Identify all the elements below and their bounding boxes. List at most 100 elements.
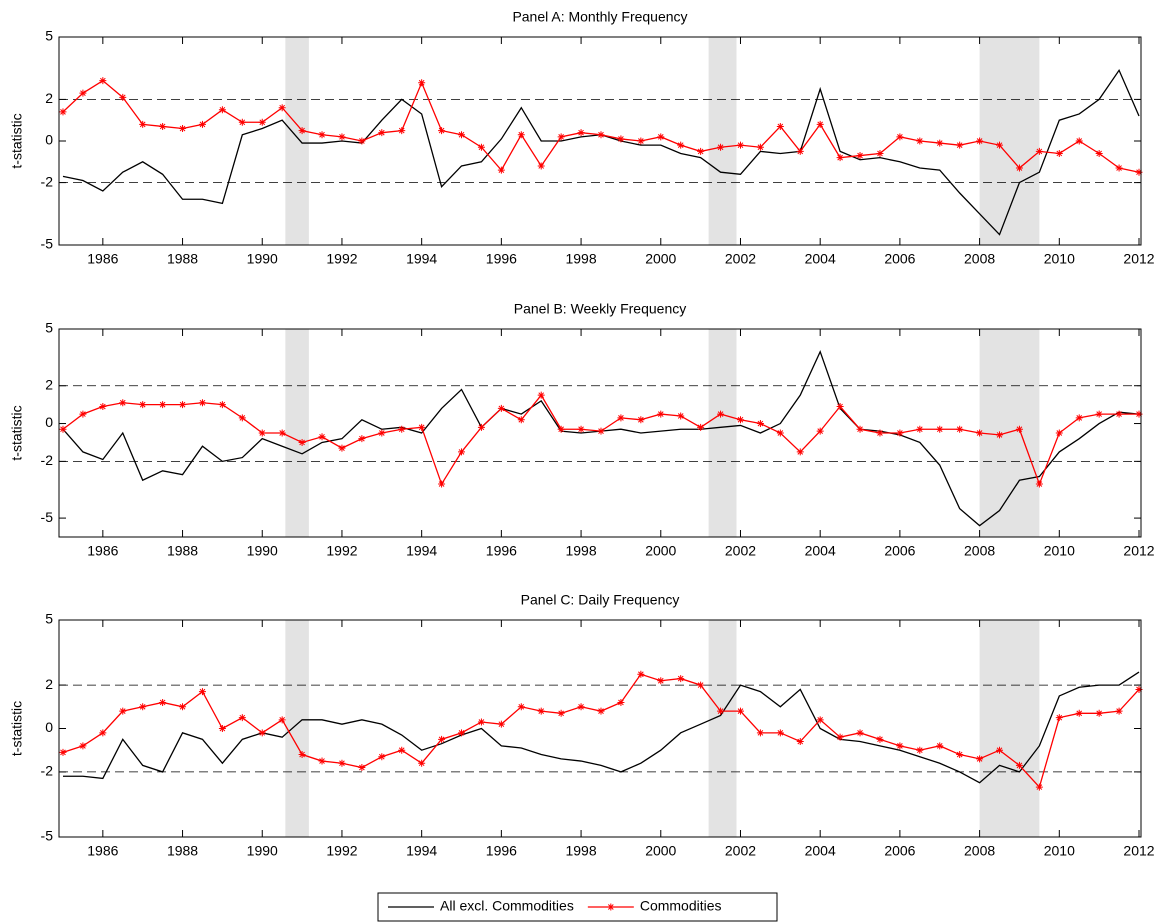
y-tick-label: 2 [45, 676, 53, 692]
y-tick-label: 5 [45, 611, 53, 627]
series-marker [1015, 164, 1023, 172]
y-tick-label: -5 [41, 236, 54, 252]
series-marker [1015, 761, 1023, 769]
series-marker [458, 448, 466, 456]
series-marker [1035, 480, 1043, 488]
series-marker [617, 698, 625, 706]
panel-title: Panel C: Daily Frequency [521, 592, 680, 608]
series-marker [1075, 414, 1083, 422]
series-marker [298, 438, 306, 446]
x-tick-label: 2006 [884, 543, 915, 559]
plot-background [59, 620, 1141, 837]
x-tick-label: 2012 [1123, 843, 1154, 859]
series-marker [617, 135, 625, 143]
series-marker [776, 729, 784, 737]
recession-shade [979, 37, 1040, 245]
recession-shade [285, 620, 309, 837]
series-marker [1075, 137, 1083, 145]
series-marker [637, 416, 645, 424]
series-marker [398, 127, 406, 135]
series-marker [677, 412, 685, 420]
series-marker [139, 703, 147, 711]
series-marker [79, 410, 87, 418]
series-marker [637, 670, 645, 678]
series-marker [79, 742, 87, 750]
x-tick-label: 1990 [247, 543, 278, 559]
series-marker [736, 416, 744, 424]
series-marker [697, 147, 705, 155]
series-marker [278, 104, 286, 112]
series-marker [597, 707, 605, 715]
series-marker [497, 166, 505, 174]
series-marker [617, 414, 625, 422]
series-marker [876, 429, 884, 437]
y-tick-label: 0 [45, 414, 53, 430]
x-tick-label: 2010 [1044, 543, 1075, 559]
x-tick-label: 2000 [645, 543, 676, 559]
series-marker [756, 729, 764, 737]
y-tick-label: 2 [45, 376, 53, 392]
y-tick-label: 5 [45, 320, 53, 336]
series-marker [876, 149, 884, 157]
x-tick-label: 1986 [87, 843, 118, 859]
series-marker [318, 433, 326, 441]
series-marker [657, 133, 665, 141]
x-tick-label: 2004 [805, 543, 836, 559]
series-marker [318, 131, 326, 139]
series-marker [1075, 709, 1083, 717]
series-marker [1015, 425, 1023, 433]
x-tick-label: 1992 [326, 543, 357, 559]
series-marker [1135, 168, 1143, 176]
series-marker [856, 152, 864, 160]
series-marker [776, 429, 784, 437]
series-marker [378, 129, 386, 137]
y-axis-label: t-statistic [9, 701, 25, 756]
series-marker [338, 133, 346, 141]
series-marker [418, 79, 426, 87]
series-marker [916, 137, 924, 145]
x-tick-label: 2000 [645, 843, 676, 859]
recession-shade [708, 329, 737, 537]
y-tick-label: 0 [45, 719, 53, 735]
y-tick-label: 2 [45, 90, 53, 106]
series-marker [936, 139, 944, 147]
series-marker [697, 423, 705, 431]
series-marker [717, 410, 725, 418]
x-tick-label: 1994 [406, 843, 437, 859]
series-marker [119, 707, 127, 715]
x-tick-label: 2002 [725, 843, 756, 859]
series-marker [438, 480, 446, 488]
series-marker [258, 429, 266, 437]
series-marker [796, 738, 804, 746]
x-tick-label: 2008 [964, 543, 995, 559]
series-marker [976, 137, 984, 145]
series-marker [836, 403, 844, 411]
x-tick-label: 2012 [1123, 251, 1154, 267]
x-tick-label: 2002 [725, 543, 756, 559]
series-marker [697, 681, 705, 689]
series-marker [298, 751, 306, 759]
series-marker [597, 427, 605, 435]
series-marker [79, 89, 87, 97]
series-marker [1035, 147, 1043, 155]
recession-shade [285, 329, 309, 537]
legend-label: All excl. Commodities [440, 898, 574, 914]
series-marker [1055, 714, 1063, 722]
series-marker [497, 720, 505, 728]
series-marker [198, 120, 206, 128]
x-tick-label: 1996 [486, 543, 517, 559]
series-marker [856, 425, 864, 433]
series-marker [338, 444, 346, 452]
series-marker [1095, 410, 1103, 418]
y-tick-label: 5 [45, 28, 53, 44]
series-marker [816, 716, 824, 724]
x-tick-label: 2012 [1123, 543, 1154, 559]
series-marker [756, 143, 764, 151]
series-marker [198, 688, 206, 696]
series-marker [159, 698, 167, 706]
series-marker [956, 425, 964, 433]
series-marker [537, 707, 545, 715]
y-tick-label: -5 [41, 828, 54, 844]
series-marker [258, 118, 266, 126]
y-tick-label: -2 [41, 452, 54, 468]
